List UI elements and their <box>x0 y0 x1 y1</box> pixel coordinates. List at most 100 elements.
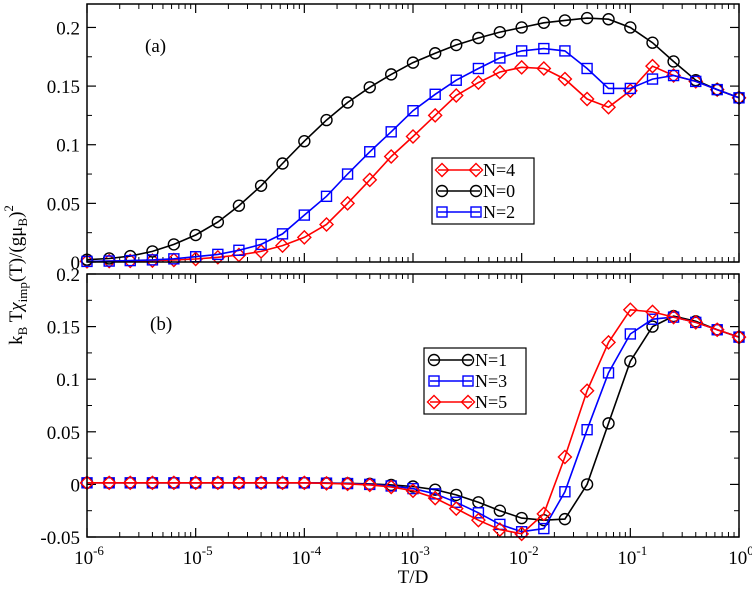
data-point <box>493 504 507 517</box>
series-line-n2 <box>86 47 740 263</box>
legend-marker <box>469 184 483 198</box>
x-tick-label: 10-1 <box>617 543 647 569</box>
x-tick-label: 10-3 <box>400 543 430 569</box>
legend-marker <box>462 375 474 387</box>
data-point <box>275 475 291 491</box>
data-point <box>646 320 659 333</box>
data-point <box>144 475 160 491</box>
data-point <box>709 322 725 338</box>
data-point <box>666 309 682 325</box>
series-line-n1 <box>87 315 740 522</box>
x-tick-label: 100 <box>728 543 752 569</box>
x-axis-title: T/D <box>398 567 429 588</box>
data-point <box>602 367 615 379</box>
data-point <box>667 55 680 68</box>
data-point <box>384 68 398 81</box>
data-point <box>688 314 704 330</box>
legend-label: N=0 <box>483 181 515 201</box>
data-point <box>538 522 550 535</box>
data-point <box>690 75 702 88</box>
y-axis-title: kB Tχimp(T)/(gμB)2 <box>1 205 30 345</box>
data-point <box>448 501 464 517</box>
data-point <box>188 475 204 491</box>
data-point <box>557 71 573 87</box>
panel-a-tag: (a) <box>145 36 166 57</box>
data-point <box>210 475 226 491</box>
data-point <box>602 82 615 95</box>
data-point <box>320 113 333 127</box>
data-point <box>646 36 659 49</box>
data-point <box>624 82 637 95</box>
data-point <box>168 253 180 265</box>
legend-label: N=2 <box>483 202 515 222</box>
series-line-n4 <box>86 65 740 263</box>
data-point <box>580 478 594 491</box>
data-point <box>362 477 378 493</box>
data-point <box>538 42 550 55</box>
data-point <box>558 14 572 27</box>
legend-marker <box>427 353 441 367</box>
data-point <box>298 209 311 221</box>
panel-a-series <box>79 11 747 269</box>
data-point <box>276 228 289 240</box>
data-point <box>514 526 530 542</box>
data-point <box>385 126 397 138</box>
data-point <box>645 58 661 74</box>
data-point <box>340 195 356 211</box>
data-point <box>493 25 507 39</box>
data-point <box>427 107 443 123</box>
data-point <box>122 475 138 491</box>
data-point <box>646 313 659 325</box>
data-point <box>559 45 571 57</box>
panel-b-legend: N=1N=3N=5 <box>423 347 527 415</box>
data-point <box>319 475 335 491</box>
data-point <box>405 129 421 145</box>
panel-b-frame <box>86 273 740 538</box>
panel-a-frame <box>86 3 740 263</box>
data-point <box>407 105 419 117</box>
data-point <box>492 522 508 538</box>
data-point <box>494 52 506 64</box>
y-tick-label: 0.05 <box>47 194 80 215</box>
x-tick-label: 10-2 <box>509 543 539 569</box>
data-point <box>601 99 617 115</box>
data-point <box>296 475 312 491</box>
x-tick-labels: 10-6 10-5 10-4 10-3 10-2 10-1 100 <box>74 543 752 569</box>
data-point <box>405 483 421 499</box>
data-point <box>622 302 638 318</box>
data-point <box>581 62 593 75</box>
data-point <box>472 507 485 519</box>
data-point <box>624 21 637 34</box>
panel-a-ticks: 0 0.05 0.1 0.15 0.2 <box>47 4 740 274</box>
y-tick-label: 0 <box>71 253 81 274</box>
y-tick-label: 0.2 <box>56 18 80 39</box>
data-point <box>514 59 530 75</box>
data-point <box>515 511 528 525</box>
data-point <box>470 75 486 91</box>
data-point <box>341 96 354 109</box>
legend-marker <box>460 394 476 410</box>
panel-b-tag: (b) <box>150 314 172 335</box>
data-point <box>492 64 508 80</box>
data-point <box>536 61 552 76</box>
data-point <box>557 449 573 465</box>
panel-a-legend: N=4N=0N=2 <box>431 157 535 225</box>
series-line-n3 <box>87 316 740 533</box>
data-point <box>579 383 595 399</box>
data-point <box>296 229 312 245</box>
data-point <box>429 88 441 101</box>
data-point <box>233 244 245 256</box>
data-point <box>232 199 246 212</box>
data-point <box>231 475 247 491</box>
legend-marker <box>470 206 482 218</box>
data-point <box>580 11 594 25</box>
data-point <box>255 238 267 251</box>
data-point <box>624 355 637 368</box>
data-point <box>212 248 224 261</box>
data-point <box>363 81 376 94</box>
data-point <box>166 475 182 491</box>
data-point <box>602 13 615 26</box>
data-point <box>340 476 356 492</box>
data-point <box>472 62 485 75</box>
series-line-n0 <box>86 17 740 261</box>
